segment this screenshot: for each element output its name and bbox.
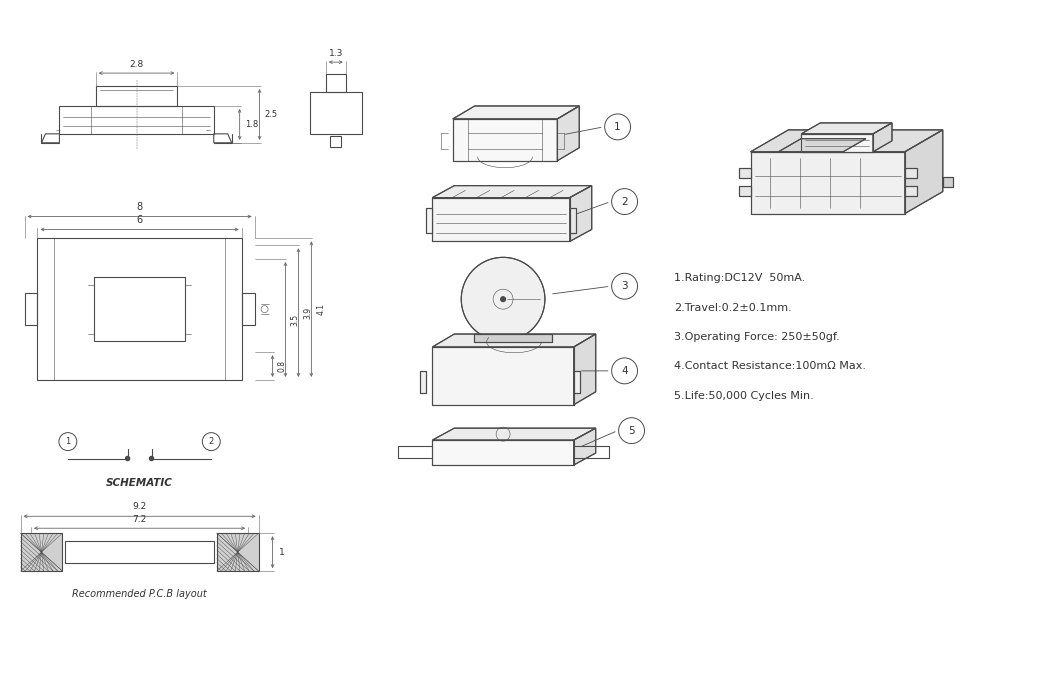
Bar <box>432 440 574 465</box>
Text: SCHEMATIC: SCHEMATIC <box>106 479 173 488</box>
Bar <box>905 186 917 195</box>
Polygon shape <box>453 106 579 119</box>
Text: 2: 2 <box>208 437 213 446</box>
Text: 4: 4 <box>621 366 628 376</box>
Circle shape <box>126 456 130 461</box>
Bar <box>432 440 574 465</box>
Text: 2.5: 2.5 <box>265 110 277 119</box>
Polygon shape <box>570 186 592 241</box>
Text: 5.Life:50,000 Cycles Min.: 5.Life:50,000 Cycles Min. <box>675 391 814 401</box>
Text: 0.8: 0.8 <box>277 360 287 372</box>
Text: 2.Travel:0.2±0.1mm.: 2.Travel:0.2±0.1mm. <box>675 302 792 313</box>
Text: 1: 1 <box>278 548 285 556</box>
Text: 4.Contact Resistance:100mΩ Max.: 4.Contact Resistance:100mΩ Max. <box>675 362 866 371</box>
Bar <box>801 134 873 152</box>
Text: 5: 5 <box>629 426 635 436</box>
Polygon shape <box>751 152 905 214</box>
Bar <box>738 186 751 195</box>
Circle shape <box>461 257 545 341</box>
Bar <box>453 119 558 161</box>
Bar <box>738 186 751 195</box>
Bar <box>738 168 751 178</box>
Polygon shape <box>475 334 552 342</box>
Text: 7.2: 7.2 <box>133 516 146 524</box>
Bar <box>942 176 953 187</box>
Bar <box>570 208 575 234</box>
Text: 1.8: 1.8 <box>245 120 258 129</box>
Polygon shape <box>801 123 892 134</box>
Text: 9.2: 9.2 <box>133 503 146 511</box>
Bar <box>905 186 917 195</box>
Bar <box>427 208 432 234</box>
Text: 6: 6 <box>137 215 142 225</box>
Polygon shape <box>873 123 892 152</box>
Bar <box>24 294 38 325</box>
Bar <box>432 347 574 405</box>
Bar <box>905 168 917 178</box>
Bar <box>574 371 579 393</box>
Text: 4.1: 4.1 <box>316 303 325 315</box>
Bar <box>453 119 558 161</box>
Bar <box>242 294 254 325</box>
Text: 3: 3 <box>621 281 628 291</box>
Bar <box>427 208 432 234</box>
Bar <box>65 541 214 563</box>
Bar <box>420 371 427 393</box>
Bar <box>942 176 953 187</box>
Bar <box>60 106 213 134</box>
Polygon shape <box>432 428 596 440</box>
Polygon shape <box>778 139 866 152</box>
Circle shape <box>150 456 154 461</box>
Text: 1.Rating:DC12V  50mA.: 1.Rating:DC12V 50mA. <box>675 273 805 283</box>
Text: 2.8: 2.8 <box>130 60 143 69</box>
Polygon shape <box>905 130 942 214</box>
Circle shape <box>501 297 505 302</box>
Bar <box>905 168 917 178</box>
Text: Recommended P.C.B layout: Recommended P.C.B layout <box>72 589 207 599</box>
Bar <box>420 371 427 393</box>
Bar <box>574 371 579 393</box>
Bar <box>94 276 185 341</box>
Bar <box>325 74 346 92</box>
Bar <box>38 238 242 380</box>
Bar <box>96 86 178 106</box>
Text: 8: 8 <box>137 202 142 212</box>
Text: 1.3: 1.3 <box>328 49 343 58</box>
Bar <box>432 347 574 405</box>
Bar <box>331 136 341 147</box>
Polygon shape <box>432 186 592 197</box>
Text: 3.Operating Force: 250±50gf.: 3.Operating Force: 250±50gf. <box>675 332 840 342</box>
Polygon shape <box>432 334 596 347</box>
Bar <box>21 533 63 571</box>
Text: 1: 1 <box>614 122 621 132</box>
Bar <box>217 533 258 571</box>
Text: 3.9: 3.9 <box>303 306 313 319</box>
Bar <box>738 168 751 178</box>
Bar <box>432 197 570 241</box>
Text: 3.5: 3.5 <box>291 313 299 326</box>
Bar <box>310 92 362 134</box>
Text: 1: 1 <box>65 437 70 446</box>
Polygon shape <box>574 428 596 465</box>
Text: 2: 2 <box>621 197 628 206</box>
Polygon shape <box>558 106 579 161</box>
Bar <box>801 134 873 152</box>
Bar <box>570 208 575 234</box>
Bar <box>432 197 570 241</box>
Polygon shape <box>574 334 596 405</box>
Polygon shape <box>751 130 942 152</box>
